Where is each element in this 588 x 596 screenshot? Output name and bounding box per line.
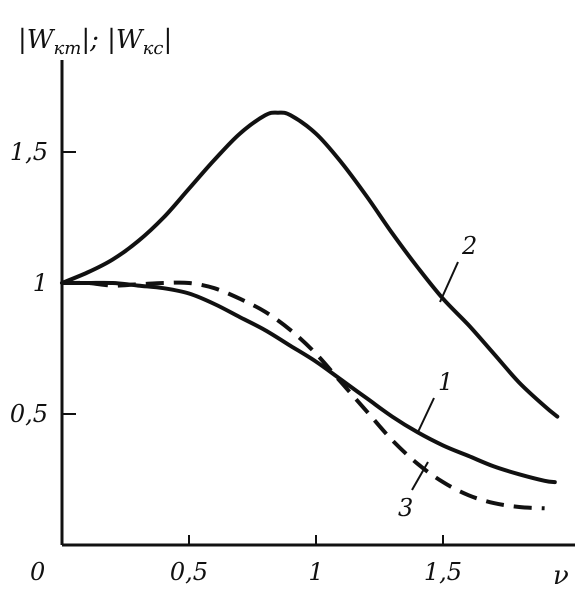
- y-ticks: 0,5 1 1,5: [10, 138, 76, 428]
- y-tick-label: 1: [33, 269, 48, 297]
- y-tick-label: 0,5: [10, 400, 48, 428]
- x-tick-label: 1,5: [424, 558, 462, 586]
- y-tick-label: 1,5: [10, 138, 48, 166]
- curve-labels: 1 2 3: [398, 232, 477, 522]
- y-axis-title: |Wкт|; |Wкс|: [18, 25, 172, 59]
- series-1-line: [60, 280, 557, 485]
- y-axis-title-sub-2: кс: [143, 38, 164, 59]
- y-axis-title-part-1: |W: [18, 25, 56, 55]
- series-2-leader: [439, 261, 459, 303]
- x-tick-label: 1: [308, 558, 323, 586]
- x-tick-label: 0,5: [170, 558, 208, 586]
- origin-label: 0: [30, 558, 45, 586]
- series-3-label: 3: [398, 494, 413, 522]
- x-axis-title: ν: [553, 561, 569, 591]
- series-layer: [60, 110, 560, 511]
- x-ticks: 0,5 1 1,5: [170, 535, 462, 586]
- y-axis-title-part-2: |; |W: [81, 25, 145, 55]
- y-axis-title-part-3: |: [163, 25, 172, 55]
- series-1-label: 1: [438, 368, 453, 396]
- series-2-label: 2: [461, 232, 477, 260]
- series-3-leader: [411, 461, 429, 491]
- series-2-line: [60, 110, 560, 419]
- series-3-line: [61, 280, 545, 511]
- series-1-leader: [417, 397, 435, 433]
- y-axis-title-sub-1: кт: [53, 38, 81, 59]
